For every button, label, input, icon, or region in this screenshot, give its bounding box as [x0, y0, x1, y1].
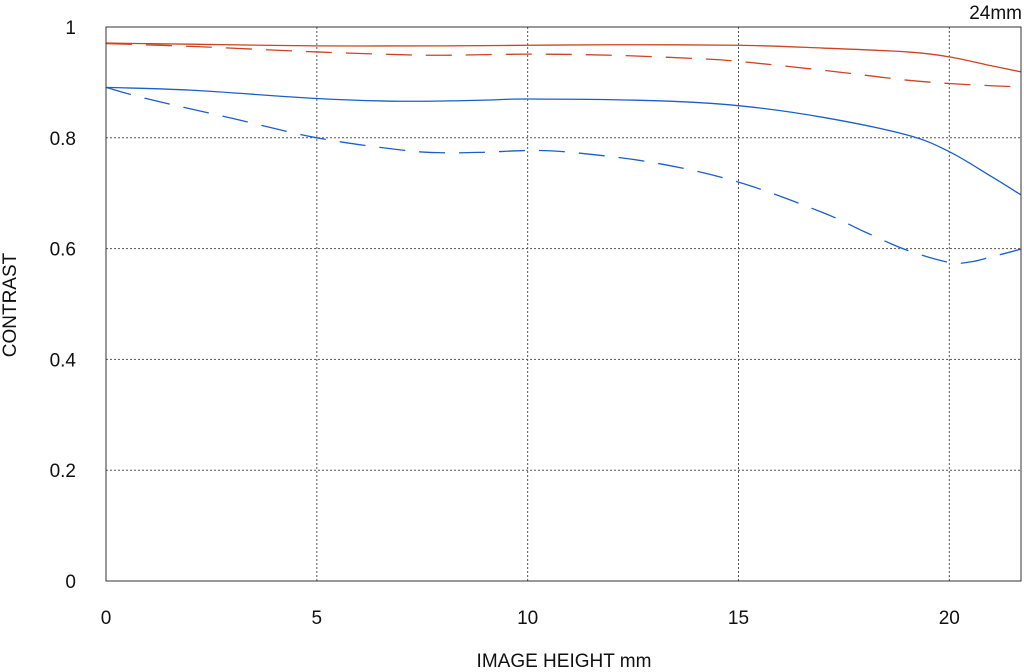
x-tick-label: 20	[939, 608, 960, 629]
y-tick-label: 0.4	[50, 350, 77, 371]
y-tick-label: 0.2	[50, 461, 76, 482]
x-tick-label: 10	[517, 608, 538, 629]
x-tick-label: 0	[101, 608, 112, 629]
plot-frame	[105, 26, 1022, 582]
series-lines	[105, 42, 1022, 265]
grid-lines	[106, 27, 1021, 581]
series-line-2	[105, 42, 1022, 88]
y-tick-label: 0.8	[50, 129, 76, 150]
y-tick-label: 1	[65, 18, 76, 39]
series-line-1	[105, 42, 1022, 73]
x-axis-title: IMAGE HEIGHT mm	[477, 651, 652, 672]
series-line-4	[105, 86, 1022, 265]
y-tick-label: 0.6	[50, 240, 76, 261]
x-tick-label: 15	[728, 608, 749, 629]
y-tick-labels: 0 0.2 0.4 0.6 0.8 1	[50, 18, 77, 593]
y-tick-label: 0	[65, 572, 76, 593]
x-tick-labels: 0 5 10 15 20	[101, 608, 960, 629]
y-axis-title: CONTRAST	[0, 252, 21, 357]
series-line-3	[105, 86, 1022, 196]
focal-length-label: 24mm	[969, 3, 1022, 24]
x-tick-label: 5	[312, 608, 323, 629]
